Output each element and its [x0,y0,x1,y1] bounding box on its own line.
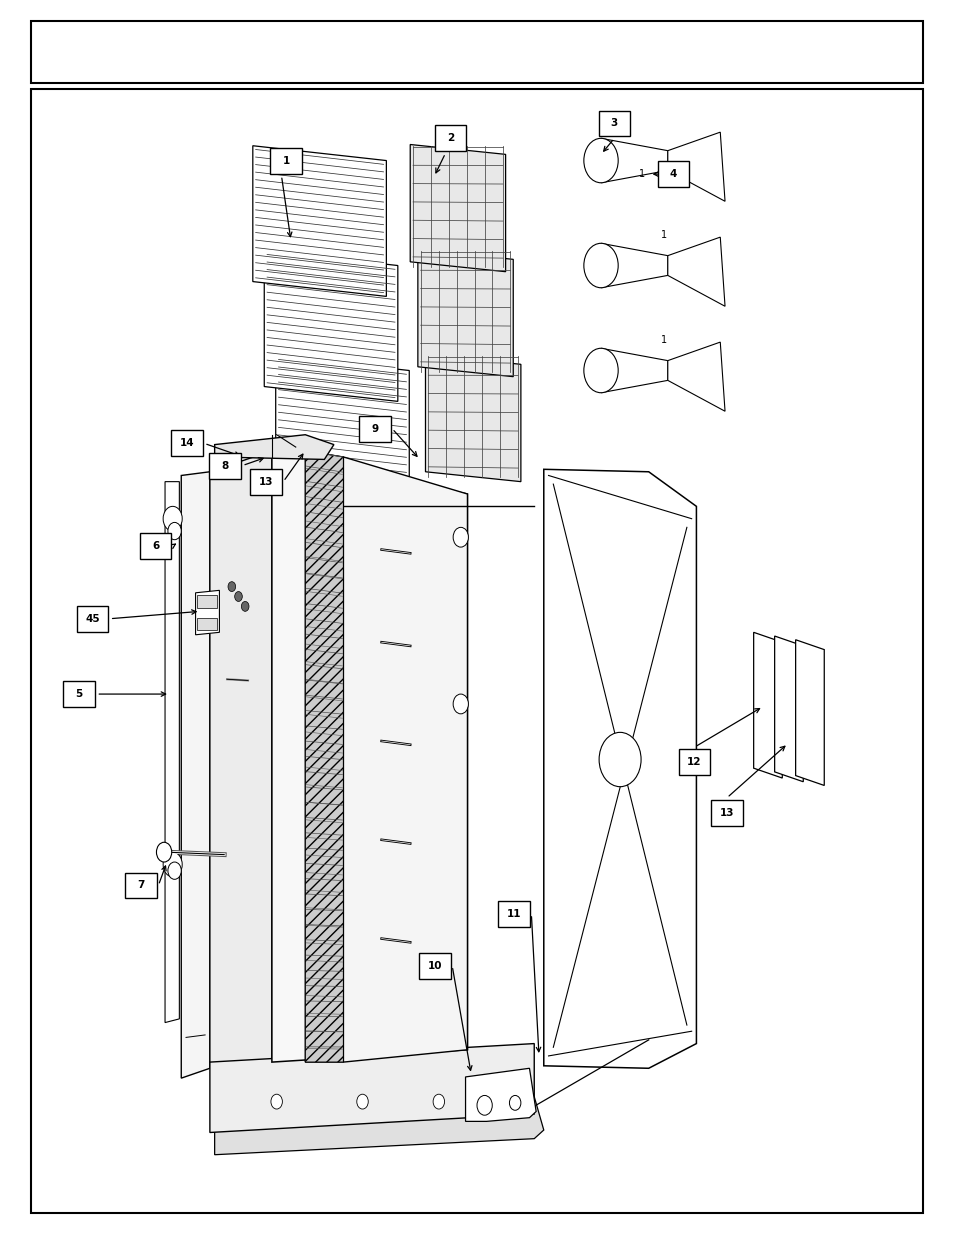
Text: 1: 1 [282,156,290,165]
Polygon shape [600,348,667,393]
Polygon shape [210,1044,534,1132]
Polygon shape [795,640,823,785]
Circle shape [271,1094,282,1109]
Text: 3: 3 [610,119,618,128]
Polygon shape [214,1097,543,1155]
Bar [679,748,709,776]
Polygon shape [543,469,696,1068]
Bar [657,162,688,186]
Polygon shape [181,472,210,1078]
Bar [358,415,391,441]
Text: 7: 7 [137,881,145,890]
Text: 5: 5 [75,689,83,699]
Polygon shape [667,132,724,201]
Polygon shape [253,146,386,296]
Polygon shape [264,251,397,401]
Polygon shape [425,354,520,482]
Bar [197,595,216,608]
Bar [271,148,301,173]
Bar [419,953,451,978]
Bar [31,21,922,83]
Circle shape [583,138,618,183]
Polygon shape [600,243,667,288]
Polygon shape [417,249,513,377]
Text: 1: 1 [660,335,666,345]
Bar [77,606,109,632]
Circle shape [499,1094,511,1109]
Polygon shape [410,144,505,272]
Text: 11: 11 [506,909,521,919]
Text: 1: 1 [660,230,666,240]
Text: 6: 6 [152,541,159,551]
Circle shape [583,348,618,393]
Polygon shape [465,1068,536,1121]
Polygon shape [774,636,802,782]
Text: 1: 1 [639,169,644,179]
Circle shape [433,1094,444,1109]
Bar [64,682,95,706]
Polygon shape [214,435,334,459]
Text: 9: 9 [371,424,378,433]
Polygon shape [195,590,219,635]
Polygon shape [667,237,724,306]
Text: 45: 45 [85,614,100,624]
Circle shape [168,522,181,540]
Circle shape [163,506,182,531]
Circle shape [583,243,618,288]
Circle shape [168,862,181,879]
Circle shape [509,1095,520,1110]
Bar [250,468,281,494]
Circle shape [156,842,172,862]
Circle shape [453,527,468,547]
Text: 10: 10 [427,961,442,971]
Circle shape [598,732,640,787]
Polygon shape [305,451,343,1062]
Bar [126,872,156,899]
Text: 2: 2 [446,133,454,143]
Circle shape [241,601,249,611]
Polygon shape [275,356,409,506]
Circle shape [476,1095,492,1115]
Text: 13: 13 [258,477,274,487]
Polygon shape [210,451,272,1068]
Polygon shape [753,632,781,778]
Bar [598,111,629,137]
Bar [139,532,172,558]
Circle shape [356,1094,368,1109]
Polygon shape [305,451,343,1062]
Text: 13: 13 [719,808,734,818]
Polygon shape [667,342,724,411]
Bar [434,126,465,151]
Bar [171,430,202,457]
Bar [197,618,216,630]
Text: 14: 14 [179,438,194,448]
Polygon shape [343,457,467,1062]
Bar [209,452,240,479]
Bar [711,800,741,825]
Text: 4: 4 [669,169,677,179]
Circle shape [228,582,235,592]
Circle shape [453,694,468,714]
Text: 8: 8 [221,461,229,471]
Bar [498,902,530,926]
Circle shape [163,852,182,877]
Polygon shape [272,451,467,1062]
Text: 12: 12 [686,757,701,767]
Circle shape [234,592,242,601]
Polygon shape [600,138,667,183]
Polygon shape [165,482,179,1023]
